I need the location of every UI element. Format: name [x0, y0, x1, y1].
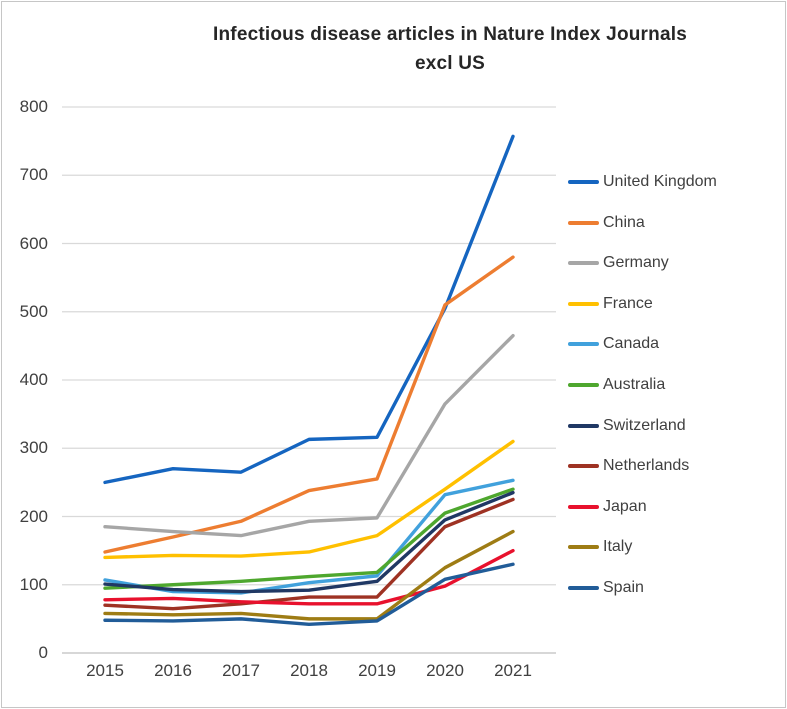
series-line-spain: [103, 562, 515, 627]
legend-label-germany: Germany: [603, 254, 669, 272]
y-tick-label-800: 800: [19, 97, 48, 116]
legend-swatch-united-kingdom: [568, 180, 599, 184]
series-line-germany: [103, 333, 515, 538]
legend-item-united-kingdom: United Kingdom: [568, 171, 717, 193]
chart-title-line1: Infectious disease articles in Nature In…: [213, 24, 687, 45]
y-tick-label-300: 300: [19, 438, 48, 458]
legend-item-china: China: [568, 212, 645, 234]
legend-item-germany: Germany: [568, 252, 669, 274]
legend-label-switzerland: Switzerland: [603, 416, 686, 434]
x-tick-label-2019: 2019: [358, 661, 396, 680]
series-line-italy: [103, 529, 515, 621]
chart-title-line2: excl US: [414, 53, 486, 74]
legend-swatch-france: [568, 301, 599, 306]
series-line-netherlands: [103, 497, 515, 611]
legend-swatch-canada: [568, 342, 599, 347]
legend-item-canada: Canada: [568, 333, 659, 355]
legend-swatch-china: [568, 220, 599, 225]
series-line-switzerland: [103, 490, 515, 594]
legend-item-italy: Italy: [568, 536, 632, 558]
legend-item-netherlands: Netherlands: [568, 455, 689, 477]
legend-item-france: France: [568, 293, 653, 315]
x-tick-label-2020: 2020: [426, 661, 464, 680]
legend-label-netherlands: Netherlands: [603, 457, 690, 475]
series-line-united-kingdom: [103, 134, 515, 485]
legend-swatch-japan: [568, 504, 599, 509]
legend-item-australia: Australia: [568, 374, 665, 396]
x-tick-label-2015: 2015: [86, 661, 124, 680]
legend-label-italy: Italy: [603, 538, 633, 556]
chart-title: Infectious disease articles in Nature In…: [110, 20, 787, 78]
legend-item-switzerland: Switzerland: [568, 415, 686, 437]
y-tick-label-500: 500: [19, 301, 48, 321]
legend-item-japan: Japan: [568, 496, 647, 518]
legend-swatch-spain: [568, 586, 599, 590]
legend-swatch-australia: [568, 383, 599, 387]
y-tick-label-0: 0: [38, 643, 48, 662]
series-line-china: [103, 255, 515, 554]
legend-label-spain: Spain: [603, 579, 644, 596]
x-tick-label-2017: 2017: [222, 661, 260, 680]
legend-label-canada: Canada: [603, 335, 660, 353]
y-tick-label-400: 400: [19, 370, 48, 389]
y-tick-label-100: 100: [19, 574, 48, 594]
legend-label-australia: Australia: [603, 376, 666, 393]
series-line-japan: [103, 548, 515, 606]
series-line-france: [103, 439, 515, 560]
series-line-australia: [103, 487, 515, 590]
legend-swatch-switzerland: [568, 423, 599, 428]
x-tick-label-2021: 2021: [494, 661, 532, 680]
y-tick-label-700: 700: [19, 165, 48, 185]
y-tick-label-600: 600: [19, 233, 48, 253]
legend-label-united-kingdom: United Kingdom: [603, 173, 717, 190]
legend-swatch-germany: [568, 261, 599, 266]
y-tick-label-200: 200: [19, 506, 48, 526]
legend-label-china: China: [603, 213, 645, 231]
x-tick-label-2018: 2018: [290, 661, 328, 680]
legend-item-spain: Spain: [568, 577, 644, 599]
legend-swatch-netherlands: [568, 464, 599, 469]
series-line-canada: [103, 478, 515, 595]
legend-label-france: France: [603, 294, 653, 312]
legend-label-japan: Japan: [603, 497, 647, 515]
x-tick-label-2016: 2016: [154, 661, 192, 680]
legend-swatch-italy: [568, 545, 599, 550]
